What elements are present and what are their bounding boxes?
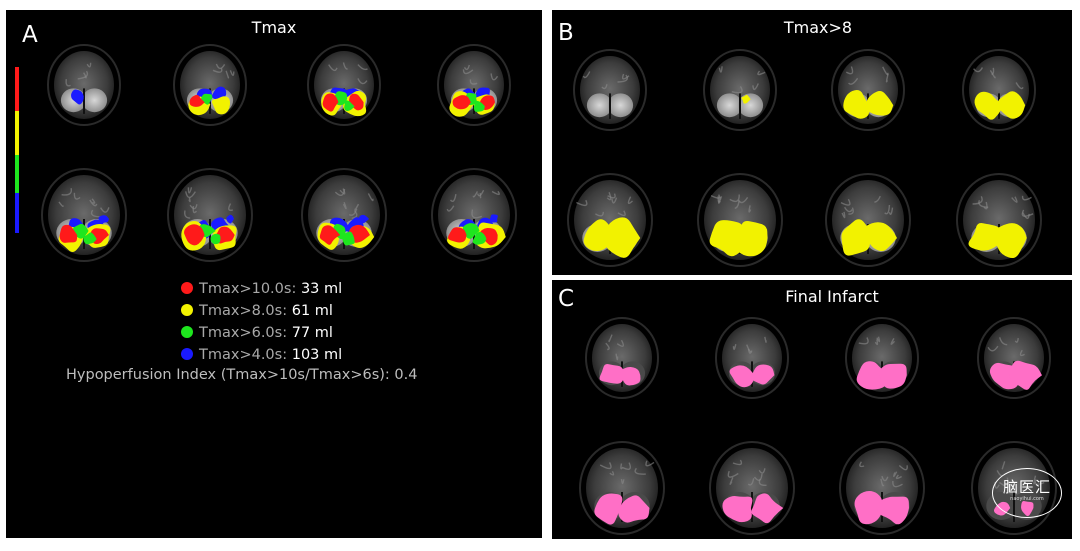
watermark-main-text: 脑医汇 <box>1002 478 1051 496</box>
panel-b-slices <box>567 49 1042 267</box>
tmax-slice <box>173 44 247 126</box>
infarct-slice <box>845 317 919 399</box>
panel-c-title: Final Infarct <box>785 287 879 306</box>
infarct-slice <box>579 441 665 535</box>
tmax8-slice <box>703 49 777 131</box>
tmax8-slice <box>697 173 783 267</box>
panel-c-letter: C <box>558 286 575 312</box>
tmax8-slice <box>962 49 1036 131</box>
tmax-legend: Tmax>10.0s: 33 ml Tmax>8.0s: 61 ml Tmax>… <box>181 278 342 366</box>
legend-value: 77 ml <box>291 325 333 341</box>
infarct-slice <box>977 317 1051 399</box>
tmax-slice <box>437 44 511 126</box>
infarct-slice <box>709 441 795 535</box>
legend-row-tmax-4: Tmax>4.0s: 103 ml <box>181 344 342 366</box>
tmax-slice <box>307 44 381 126</box>
legend-label: Tmax>6.0s: <box>199 325 288 341</box>
tmax8-slice <box>573 49 647 131</box>
panel-b-tmax-8: B Tmax>8 <box>552 10 1072 275</box>
panel-b-letter: B <box>558 20 574 46</box>
watermark-logo: 脑医汇 naoyihui.com <box>992 468 1062 518</box>
panel-c-final-infarct: C Final Infarct <box>552 280 1072 539</box>
panel-b-title: Tmax>8 <box>783 18 853 37</box>
panel-c-slices <box>579 317 1057 535</box>
legend-dot-red <box>181 282 193 294</box>
panel-a-letter: A <box>22 22 38 48</box>
tmax-color-bar <box>15 67 19 233</box>
legend-row-tmax-6: Tmax>6.0s: 77 ml <box>181 322 342 344</box>
tmax-slice <box>431 168 517 262</box>
tmax-slice <box>41 168 127 262</box>
legend-value: 33 ml <box>300 281 343 297</box>
infarct-slice <box>585 317 659 399</box>
legend-value: 103 ml <box>291 347 343 363</box>
tmax-slice <box>167 168 253 262</box>
tmax8-slice <box>831 49 905 131</box>
panel-a-tmax: A Tmax Tmax>10.0s: 33 ml Tmax>8.0s: 61 m… <box>6 10 542 538</box>
legend-value: 61 ml <box>291 303 333 319</box>
legend-row-tmax-10: Tmax>10.0s: 33 ml <box>181 278 342 300</box>
watermark-sub-text: naoyihui.com <box>1010 496 1044 502</box>
panel-a-title: Tmax <box>251 18 297 37</box>
tmax8-slice <box>956 173 1042 267</box>
tmax8-slice <box>825 173 911 267</box>
hypoperfusion-index: Hypoperfusion Index (Tmax>10s/Tmax>6s): … <box>66 367 418 383</box>
legend-label: Tmax>8.0s: <box>199 303 288 319</box>
legend-dot-green <box>181 326 193 338</box>
legend-label: Tmax>10.0s: <box>199 281 297 297</box>
tmax-slice <box>47 44 121 126</box>
legend-dot-yellow <box>181 304 193 316</box>
legend-dot-blue <box>181 348 193 360</box>
infarct-slice <box>715 317 789 399</box>
tmax-slice <box>301 168 387 262</box>
panel-a-slices <box>41 44 517 262</box>
legend-label: Tmax>4.0s: <box>199 347 288 363</box>
tmax8-slice <box>567 173 653 267</box>
infarct-slice <box>839 441 925 535</box>
legend-row-tmax-8: Tmax>8.0s: 61 ml <box>181 300 342 322</box>
